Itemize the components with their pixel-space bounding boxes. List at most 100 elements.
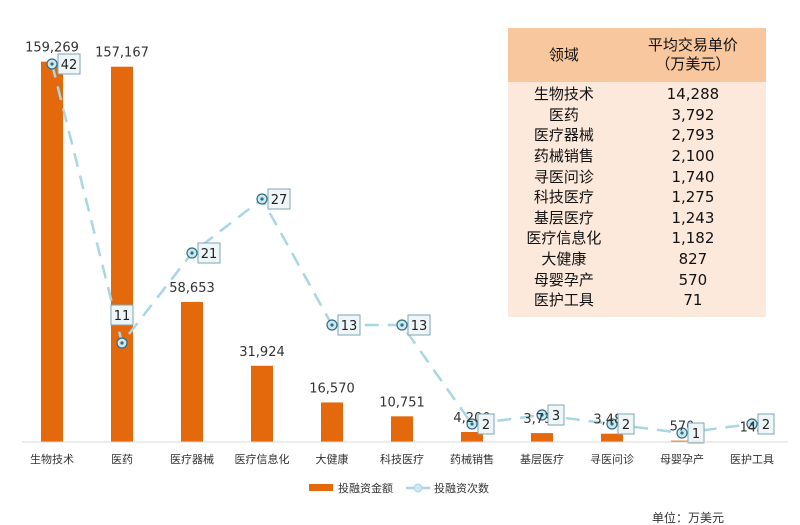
table-row: 医药 3,792 <box>508 105 766 126</box>
bar-寻医问诊 <box>601 433 623 442</box>
count-value-label: 42 <box>61 58 78 73</box>
count-label-box <box>617 413 635 435</box>
count-label-box <box>267 188 291 210</box>
bar-科技医疗 <box>391 416 413 442</box>
count-line <box>50 63 753 435</box>
count-point-dot <box>610 422 614 426</box>
table-row: 基层医疗 1,243 <box>508 208 766 229</box>
count-label-box <box>547 404 565 426</box>
table-cell: 医护工具 <box>533 291 594 310</box>
avg-price-table: 领域 平均交易单价 （万美元） 生物技术 14,288 医药 3,792 医疗器械 2,793… <box>508 28 766 317</box>
table-header-cell: 领域 <box>508 28 620 82</box>
count-point-dot <box>260 197 264 201</box>
x-tick-label: 大健康 <box>316 452 349 466</box>
table-cell: 570 <box>678 270 708 289</box>
count-line-layer <box>46 58 758 439</box>
count-label-box <box>477 413 495 435</box>
bar-药械销售 <box>461 431 483 442</box>
x-tick-label: 医疗器械 <box>170 452 214 466</box>
bar-value-label: 58,653 <box>169 281 215 296</box>
legend-line-marker <box>413 483 423 493</box>
count-point-dot <box>50 62 54 66</box>
count-value-label: 2 <box>762 418 770 433</box>
table-cell: 药械销售 <box>533 147 594 166</box>
table-cell: 母婴孕产 <box>533 270 594 289</box>
table-row: 科技医疗 1,275 <box>508 187 766 208</box>
count-point-dot <box>540 413 544 417</box>
bar-医疗信息化 <box>251 365 273 442</box>
table-cell: 寻医问诊 <box>533 167 594 186</box>
count-label-box <box>337 314 361 336</box>
count-point-dot <box>400 323 404 327</box>
table-body: 生物技术 14,288 医药 3,792 医疗器械 2,793 药械销售 2,100 寻医问诊 1… <box>508 82 766 317</box>
count-value-label: 3 <box>552 409 560 424</box>
table-cell: 14,288 <box>666 85 720 104</box>
x-tick-label: 医药 <box>111 453 133 466</box>
bar-value-label: 16,570 <box>309 381 355 396</box>
table-cell: 基层医疗 <box>533 208 594 227</box>
bar-value-label: 157,167 <box>95 46 149 61</box>
count-label-box <box>757 413 775 435</box>
table-cell: 1,275 <box>671 188 715 207</box>
table-cell: 生物技术 <box>533 85 594 104</box>
x-tick-label: 科技医疗 <box>380 452 424 466</box>
x-axis-labels: 生物技术 医药 医疗器械 医疗信息化 大健康 科技医疗 药械销售 基层医疗 寻医问诊 母婴孕产 医护… <box>30 452 774 466</box>
table-row: 医疗信息化 1,182 <box>508 228 766 249</box>
bar-医疗器械 <box>181 301 203 442</box>
table-cell: 827 <box>678 250 708 269</box>
bar-医药 <box>111 66 133 442</box>
count-point-dot <box>470 422 474 426</box>
count-point-dot <box>330 323 334 327</box>
x-tick-label: 寻医问诊 <box>590 452 634 466</box>
table-cell: 1,243 <box>671 208 715 227</box>
labels-layer: 159,269 157,16758,65331,92416,57010,7514,… <box>25 41 775 444</box>
bar-value-label: 31,924 <box>239 345 285 360</box>
count-value-label: 2 <box>482 418 490 433</box>
count-label-box <box>197 242 221 264</box>
table-cell: 1,740 <box>671 167 715 186</box>
x-tick-label: 基层医疗 <box>520 452 564 466</box>
table-cell: 3,792 <box>671 105 715 124</box>
legend-bar-label: 投融资金额 <box>338 481 393 495</box>
count-label-box <box>407 314 431 336</box>
bar-大健康 <box>321 402 343 442</box>
table-cell: 科技医疗 <box>533 188 594 207</box>
count-value-label: 13 <box>341 319 358 334</box>
count-point-dot <box>190 251 194 255</box>
legend: 投融资金额 投融资次数 <box>309 481 489 495</box>
count-value-label: 27 <box>271 193 288 208</box>
table-cell: 医疗信息化 <box>526 229 602 248</box>
table-row: 药械销售 2,100 <box>508 146 766 167</box>
count-value-label: 1 <box>692 427 700 442</box>
table-cell: 医药 <box>548 105 579 124</box>
bar-value-label: 10,751 <box>379 395 425 410</box>
table-cell: 2,793 <box>671 126 715 145</box>
unit-note: 单位：万美元 <box>652 510 724 525</box>
bars-layer <box>41 61 763 442</box>
count-point-dot <box>120 341 124 345</box>
table-row: 医护工具 71 <box>508 290 766 317</box>
count-value-label: 21 <box>201 247 218 262</box>
table-row: 母婴孕产 570 <box>508 269 766 290</box>
table-cell: 2,100 <box>671 147 715 166</box>
count-label-box <box>57 53 81 75</box>
legend-bar-swatch <box>309 484 333 491</box>
x-tick-label: 生物技术 <box>30 452 74 466</box>
count-point-dot <box>750 422 754 426</box>
x-tick-label: 母婴孕产 <box>660 452 704 466</box>
count-point-dot <box>680 431 684 435</box>
bar-生物技术 <box>41 61 63 442</box>
x-tick-label: 医疗信息化 <box>235 452 290 466</box>
x-tick-label: 医护工具 <box>730 452 774 466</box>
table-cell: 1,182 <box>671 229 715 248</box>
table-cell: 大健康 <box>541 250 587 269</box>
table-header-cell: 平均交易单价 （万美元） <box>619 28 766 82</box>
bar-基层医疗 <box>531 433 553 442</box>
table-row: 生物技术 14,288 <box>508 82 766 105</box>
legend-line-label: 投融资次数 <box>434 481 489 495</box>
count-label-box <box>687 422 705 444</box>
table-row: 医疗器械 2,793 <box>508 125 766 146</box>
count-value-label: 2 <box>622 418 630 433</box>
table-row: 大健康 827 <box>508 249 766 270</box>
